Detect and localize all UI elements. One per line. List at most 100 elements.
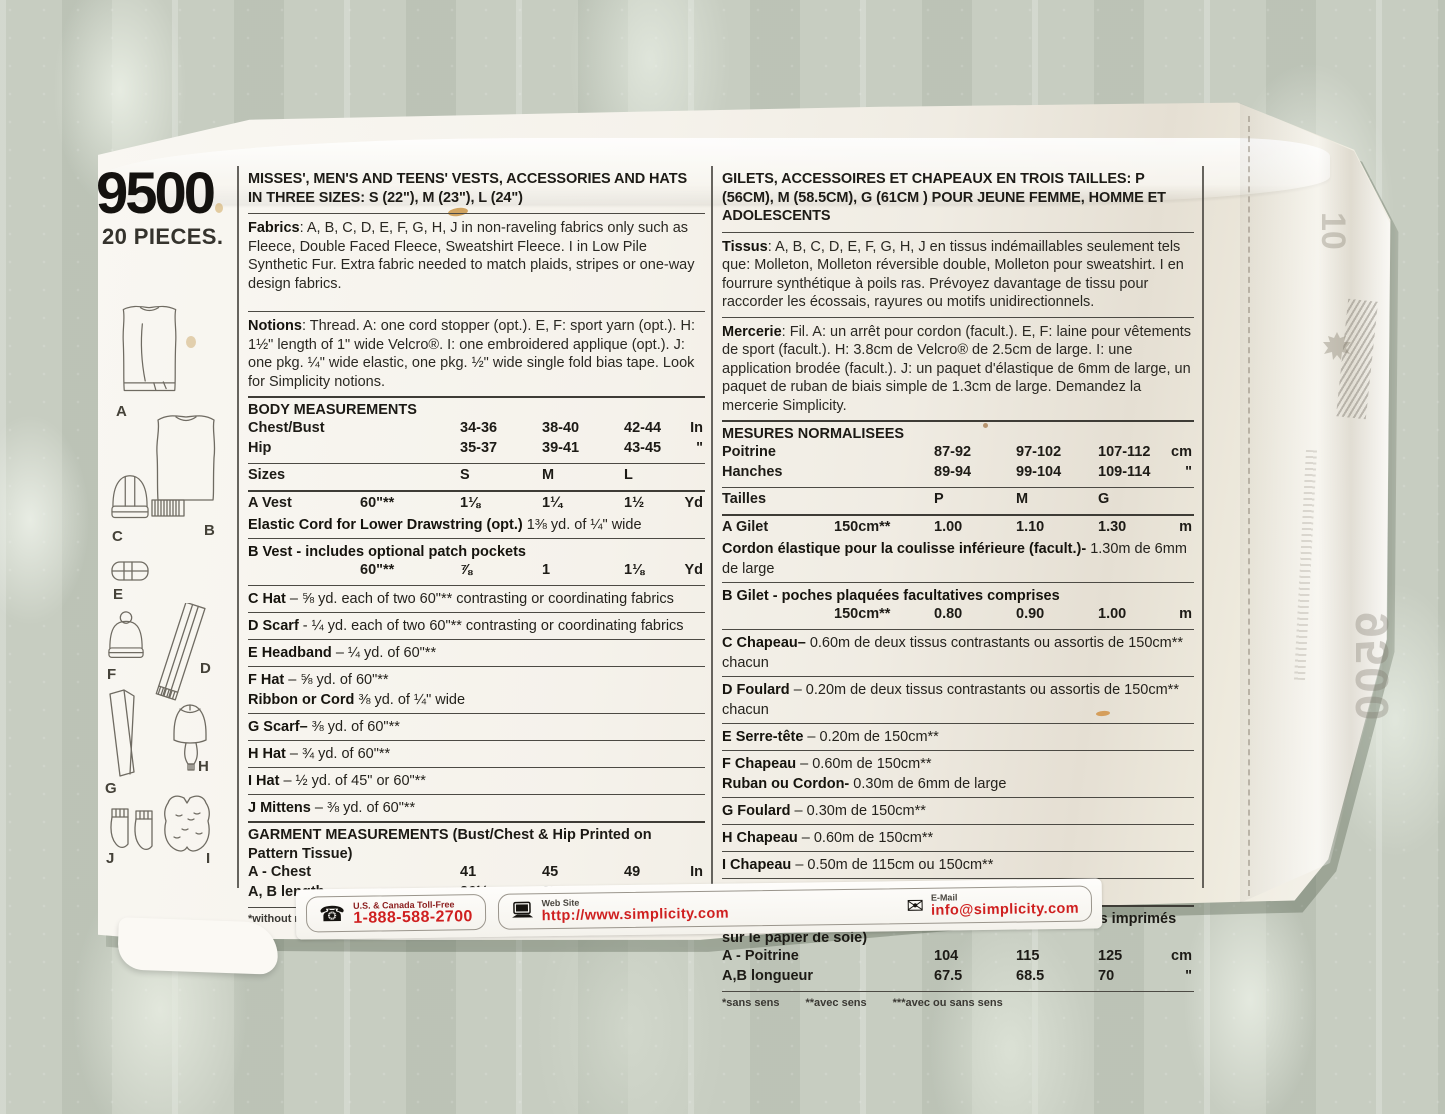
value-m: 1 bbox=[542, 562, 551, 578]
vest-a-yardage-row: A Vest 60"** 1⅛ 1¼ 1½ Yd bbox=[248, 495, 705, 515]
column-rule-middle bbox=[711, 166, 713, 888]
value-p: 0.80 bbox=[934, 606, 963, 622]
age-stain bbox=[215, 203, 223, 213]
sketch-hat-f bbox=[104, 610, 148, 670]
french-title: GILETS, ACCESSOIRES ET CHAPEAUX EN TROIS… bbox=[722, 171, 1166, 224]
value-g: 70 bbox=[1098, 968, 1115, 984]
chapeau-i-row: I Chapeau – 0.50m de 115cm ou 150cm** bbox=[722, 855, 1194, 875]
value-l: 1⅛ bbox=[624, 562, 645, 578]
divider bbox=[248, 396, 705, 398]
gilet-a-note: Cordon élastique pour la coulisse inféri… bbox=[722, 539, 1194, 579]
divider bbox=[248, 639, 705, 640]
gilet-b-label: B Gilet - poches plaquées facultatives c… bbox=[722, 586, 1194, 606]
size-m: M bbox=[542, 467, 555, 483]
value-m: 39-41 bbox=[542, 440, 580, 456]
gilet-a-metrage-row: A Gilet 150cm** 1.00 1.10 1.30 m bbox=[722, 519, 1194, 539]
row-label: Hanches bbox=[722, 464, 783, 480]
divider bbox=[722, 582, 1194, 583]
ribbon-cord-row: Ribbon or Cord ⅜ yd. of ¼" wide bbox=[248, 690, 705, 710]
value-p: 67.5 bbox=[934, 968, 963, 984]
row-label: D Foulard bbox=[722, 682, 790, 698]
row-label: Tailles bbox=[722, 491, 767, 507]
fabrics-paragraph: Fabrics: A, B, C, D, E, F, G, H, J in no… bbox=[248, 217, 705, 295]
longueur-row: A,B longueur 67.5 68.5 70 " bbox=[722, 968, 1194, 988]
row-label: A Gilet bbox=[722, 519, 769, 535]
row-label: Ruban ou Cordon- bbox=[722, 776, 850, 792]
poitrine-row: Poitrine 87-92 97-102 107-112 cm bbox=[722, 444, 1194, 464]
value-m: 97-102 bbox=[1016, 444, 1062, 460]
poitrine-vetement-row: A - Poitrine 104 115 125 cm bbox=[722, 948, 1194, 968]
sizes-row: Sizes S M L bbox=[248, 467, 705, 487]
sketch-fur-hat-i bbox=[160, 791, 214, 860]
divider bbox=[248, 585, 705, 586]
unit: " bbox=[696, 440, 703, 456]
row-text: – ¾ yd. of 60"** bbox=[285, 746, 391, 762]
ruban-cordon-row: Ruban ou Cordon- 0.30m de 6mm de large bbox=[722, 774, 1194, 794]
unit: m bbox=[1179, 519, 1192, 535]
unit: cm bbox=[1171, 948, 1192, 964]
row-label: Ribbon or Cord bbox=[248, 692, 355, 708]
scarf-g-row: G Scarf– ⅜ yd. of 60"** bbox=[248, 717, 705, 737]
notions-text: : Thread. A: one cord stopper (opt.). E,… bbox=[248, 318, 695, 390]
sketch-label: F bbox=[107, 666, 117, 683]
divider bbox=[248, 538, 705, 539]
unit: In bbox=[690, 420, 703, 436]
tissus-label: Tissus bbox=[722, 238, 768, 255]
row-text: – 0.20m de 150cm** bbox=[803, 729, 939, 745]
row-text: – 0.20m de deux tissus contrastants ou a… bbox=[722, 682, 1179, 718]
divider bbox=[722, 723, 1194, 724]
divider bbox=[248, 612, 705, 613]
size-l: L bbox=[624, 467, 633, 483]
size-s: S bbox=[460, 467, 470, 483]
value-l: 43-45 bbox=[624, 440, 662, 456]
fabrics-text: : A, B, C, D, E, F, G, H, J in non-ravel… bbox=[248, 220, 695, 292]
age-stain bbox=[186, 336, 196, 348]
showthrough-ten: 10 bbox=[1314, 212, 1352, 250]
mesures-normalisees-header: MESURES NORMALISEES bbox=[722, 426, 905, 442]
row-label: G Scarf– bbox=[248, 719, 308, 735]
sketch-hat-c bbox=[108, 472, 152, 532]
body-measurements-header: BODY MEASUREMENTS bbox=[248, 402, 417, 418]
sketch-label: E bbox=[113, 586, 124, 603]
tissus-paragraph: Tissus: A, B, C, D, E, F, G, H, J en tis… bbox=[722, 236, 1194, 314]
value-s: 34-36 bbox=[460, 420, 498, 436]
unit: " bbox=[1185, 464, 1192, 480]
phone-box: ☎ U.S. & Canada Toll-Free 1-888-588-2700 bbox=[305, 893, 486, 933]
headband-e-row: E Headband – ¼ yd. of 60"** bbox=[248, 643, 705, 663]
chapeau-f-row: F Chapeau – 0.60m de 150cm** bbox=[722, 754, 1194, 774]
row-label: E Headband bbox=[248, 645, 332, 661]
note-text: 1⅜ yd. of ¼" wide bbox=[522, 517, 642, 533]
row-label: Poitrine bbox=[722, 444, 776, 460]
size-p: P bbox=[934, 491, 944, 507]
sketch-label: I bbox=[206, 850, 211, 867]
vest-b-yardage-row: 60"** ⅞ 1 1⅛ Yd bbox=[248, 562, 705, 582]
value-s: ⅞ bbox=[460, 562, 473, 578]
value-m: 45 bbox=[542, 864, 559, 880]
row-label: B Vest - includes optional patch pockets bbox=[248, 544, 526, 560]
email-address: info@simplicity.com bbox=[930, 900, 1080, 919]
sketch-scarf-d bbox=[150, 601, 212, 708]
sketch-scarf-g bbox=[104, 688, 148, 785]
unit: " bbox=[1185, 968, 1192, 984]
website-group: Web Site http://www.simplicity.com bbox=[510, 896, 729, 925]
sketch-label: A bbox=[116, 403, 127, 420]
unit: Yd bbox=[684, 495, 703, 511]
unit: Yd bbox=[684, 562, 703, 578]
divider bbox=[722, 316, 1194, 318]
divider bbox=[722, 514, 1194, 516]
row-label: H Chapeau bbox=[722, 830, 798, 846]
vest-b-label: B Vest - includes optional patch pockets bbox=[248, 542, 705, 562]
row-label: Sizes bbox=[248, 467, 286, 483]
value-m: 68.5 bbox=[1016, 968, 1045, 984]
row-text: ⅜ yd. of ¼" wide bbox=[354, 692, 466, 708]
email-icon: ✉ bbox=[906, 894, 925, 918]
hat-h-row: H Hat – ¾ yd. of 60"** bbox=[248, 744, 705, 764]
row-label: F Hat bbox=[248, 672, 285, 688]
value-l: 1½ bbox=[624, 495, 645, 511]
unit: m bbox=[1179, 606, 1192, 622]
web-email-box: Web Site http://www.simplicity.com ✉ E-M… bbox=[497, 885, 1093, 930]
sketch-label: D bbox=[200, 660, 211, 677]
website-url: http://www.simplicity.com bbox=[541, 905, 730, 925]
sketch-label: G bbox=[105, 780, 117, 797]
value-s: 41 bbox=[460, 864, 477, 880]
